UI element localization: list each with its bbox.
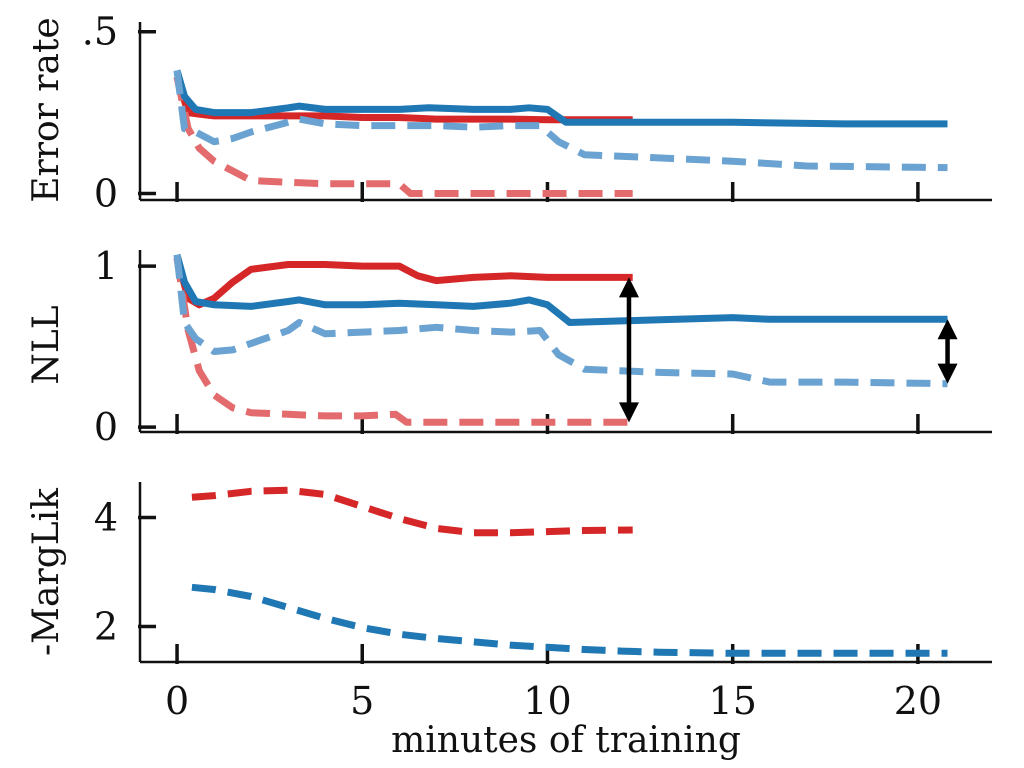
gap-arrow-head-down bbox=[937, 363, 958, 384]
series-red-train bbox=[173, 76, 633, 197]
marglik-y-tick-label: 2 bbox=[94, 605, 118, 649]
xlabel: minutes of training bbox=[391, 720, 741, 761]
marglik-y-tick-label: 4 bbox=[94, 495, 118, 539]
series-blue-train bbox=[173, 70, 948, 172]
series-blue-train bbox=[173, 254, 948, 388]
series-red-test bbox=[173, 257, 633, 309]
series-red-train bbox=[173, 257, 633, 426]
marglik-x-tick-label: 15 bbox=[709, 679, 757, 723]
panel-nll: NLL 0 1 bbox=[26, 244, 992, 449]
series-red-marglik bbox=[191, 486, 633, 537]
error-rate-y-tick-label: 0 bbox=[94, 172, 118, 216]
nll-y-tick-label: 1 bbox=[94, 244, 118, 288]
marglik-x-tick-label: 20 bbox=[894, 679, 942, 723]
panel-error-rate: Error rate 0 .5 bbox=[26, 10, 992, 216]
error-rate-y-tick-label: .5 bbox=[82, 10, 118, 54]
marglik-x-tick-label: 0 bbox=[165, 679, 189, 723]
nll-y-tick-label: 0 bbox=[94, 405, 118, 449]
marglik-x-tick-label: 10 bbox=[523, 679, 571, 723]
panel-marglik: -MargLik 2 4 0 5 10 15 20 bbox=[26, 482, 992, 723]
series-blue-test bbox=[173, 253, 948, 326]
gap-arrow-head-up bbox=[618, 277, 639, 298]
gap-arrow-head-down bbox=[618, 402, 639, 423]
gap-arrow-head-up bbox=[937, 319, 958, 340]
marglik-x-tick-label: 5 bbox=[350, 679, 374, 723]
ylabel-nll: NLL bbox=[26, 305, 67, 384]
series-blue-test bbox=[173, 69, 948, 128]
ylabel-error-rate: Error rate bbox=[26, 17, 67, 202]
series-blue-marglik bbox=[191, 583, 948, 657]
series-red-test bbox=[173, 75, 633, 124]
ylabel-marglik: -MargLik bbox=[26, 487, 67, 656]
